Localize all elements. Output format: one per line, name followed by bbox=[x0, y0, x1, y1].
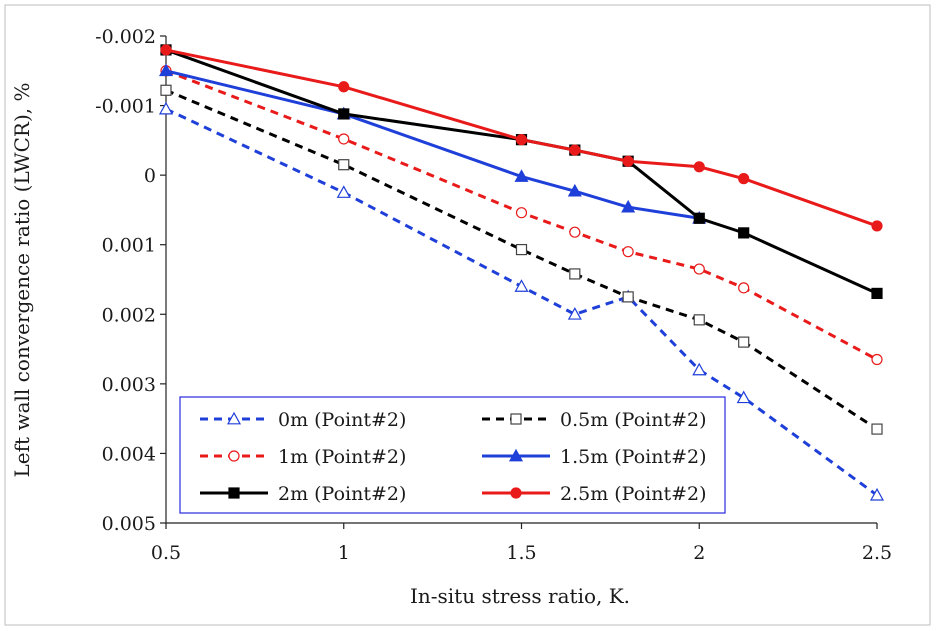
data-point bbox=[514, 169, 529, 182]
data-point bbox=[515, 207, 528, 219]
legend-marker bbox=[226, 411, 242, 425]
data-point bbox=[569, 144, 581, 156]
data-point bbox=[693, 263, 705, 275]
data-point bbox=[871, 423, 883, 435]
data-point bbox=[336, 185, 351, 198]
data-point bbox=[338, 133, 350, 145]
data-point bbox=[515, 243, 528, 256]
x-tick-label: 2 bbox=[693, 542, 705, 564]
data-point bbox=[693, 212, 705, 224]
data-point bbox=[738, 336, 750, 348]
y-tick-label: 0.004 bbox=[102, 443, 156, 465]
series-1 bbox=[160, 84, 883, 435]
data-point bbox=[158, 101, 174, 115]
data-point bbox=[692, 362, 707, 376]
series-line bbox=[165, 88, 878, 431]
data-point bbox=[622, 291, 634, 303]
legend-item: 0m (Point#2) bbox=[200, 409, 406, 431]
legend-item: 1m (Point#2) bbox=[200, 446, 406, 468]
data-point bbox=[871, 287, 883, 300]
data-point bbox=[869, 487, 885, 501]
data-point bbox=[515, 134, 528, 146]
legend-marker bbox=[228, 487, 240, 499]
y-axis-label: Left wall convergence ratio (LWCR), % bbox=[10, 83, 34, 478]
series-5 bbox=[160, 44, 883, 232]
legend-marker bbox=[510, 413, 522, 425]
series-layer bbox=[158, 44, 885, 501]
legend-box bbox=[179, 396, 726, 514]
legend-label: 1m (Point#2) bbox=[278, 446, 406, 468]
legend-label: 2.5m (Point#2) bbox=[560, 483, 707, 505]
data-point bbox=[693, 314, 705, 326]
series-line bbox=[165, 48, 878, 228]
axes: -0.002 -0.001 0 0.001 0.002 0.003 0.004 0.005 0.… bbox=[95, 26, 892, 564]
data-point bbox=[621, 199, 636, 213]
legend-item: 2m (Point#2) bbox=[200, 483, 406, 505]
data-point bbox=[567, 307, 582, 320]
legend-label: 0m (Point#2) bbox=[278, 409, 406, 431]
x-tick-label: 0.5 bbox=[151, 542, 181, 564]
y-tick-label: 0.005 bbox=[102, 513, 156, 535]
data-point bbox=[622, 246, 634, 258]
legend-label: 1.5m (Point#2) bbox=[560, 446, 707, 468]
legend-marker bbox=[510, 487, 522, 499]
data-point bbox=[514, 279, 529, 292]
legend-marker bbox=[508, 448, 524, 462]
data-point bbox=[158, 63, 174, 77]
y-tick-label: 0.002 bbox=[102, 304, 156, 326]
data-point bbox=[871, 220, 883, 232]
legend: 0m (Point#2) 0.5m (Point#2) 1m (Point#2) 1.… bbox=[179, 396, 726, 514]
data-point bbox=[738, 173, 750, 185]
data-point bbox=[738, 227, 750, 239]
y-tick-label: 0.003 bbox=[102, 374, 156, 396]
y-tick-label: 0 bbox=[144, 165, 156, 187]
data-point bbox=[738, 282, 750, 294]
legend-item: 1.5m (Point#2) bbox=[482, 446, 707, 468]
data-point bbox=[693, 161, 705, 173]
x-tick-label: 1 bbox=[338, 542, 350, 564]
data-point bbox=[569, 268, 581, 280]
data-point bbox=[160, 84, 172, 96]
data-point bbox=[567, 183, 582, 197]
y-tick-label: 0.001 bbox=[102, 235, 156, 257]
x-axis-label: In-situ stress ratio, K. bbox=[410, 584, 630, 608]
x-tick-label: 1.5 bbox=[506, 542, 536, 564]
series-line bbox=[165, 69, 878, 361]
x-tick-label: 2.5 bbox=[862, 542, 892, 564]
legend-marker bbox=[228, 450, 240, 462]
chart-frame bbox=[4, 4, 931, 626]
series-line bbox=[165, 107, 878, 497]
data-point bbox=[736, 390, 751, 404]
series-2 bbox=[160, 65, 883, 366]
data-point bbox=[569, 226, 581, 238]
data-point bbox=[338, 81, 350, 93]
legend-item: 2.5m (Point#2) bbox=[482, 483, 707, 505]
legend-label: 0.5m (Point#2) bbox=[560, 409, 707, 431]
series-line bbox=[165, 69, 700, 220]
y-tick-label: -0.002 bbox=[95, 26, 156, 48]
legend-label: 2m (Point#2) bbox=[278, 483, 406, 505]
data-point bbox=[160, 44, 172, 56]
data-point bbox=[871, 353, 883, 366]
legend-item: 0.5m (Point#2) bbox=[482, 409, 707, 431]
data-point bbox=[338, 108, 350, 120]
data-point bbox=[622, 155, 634, 167]
y-tick-label: -0.001 bbox=[95, 96, 156, 118]
data-point bbox=[338, 159, 350, 171]
